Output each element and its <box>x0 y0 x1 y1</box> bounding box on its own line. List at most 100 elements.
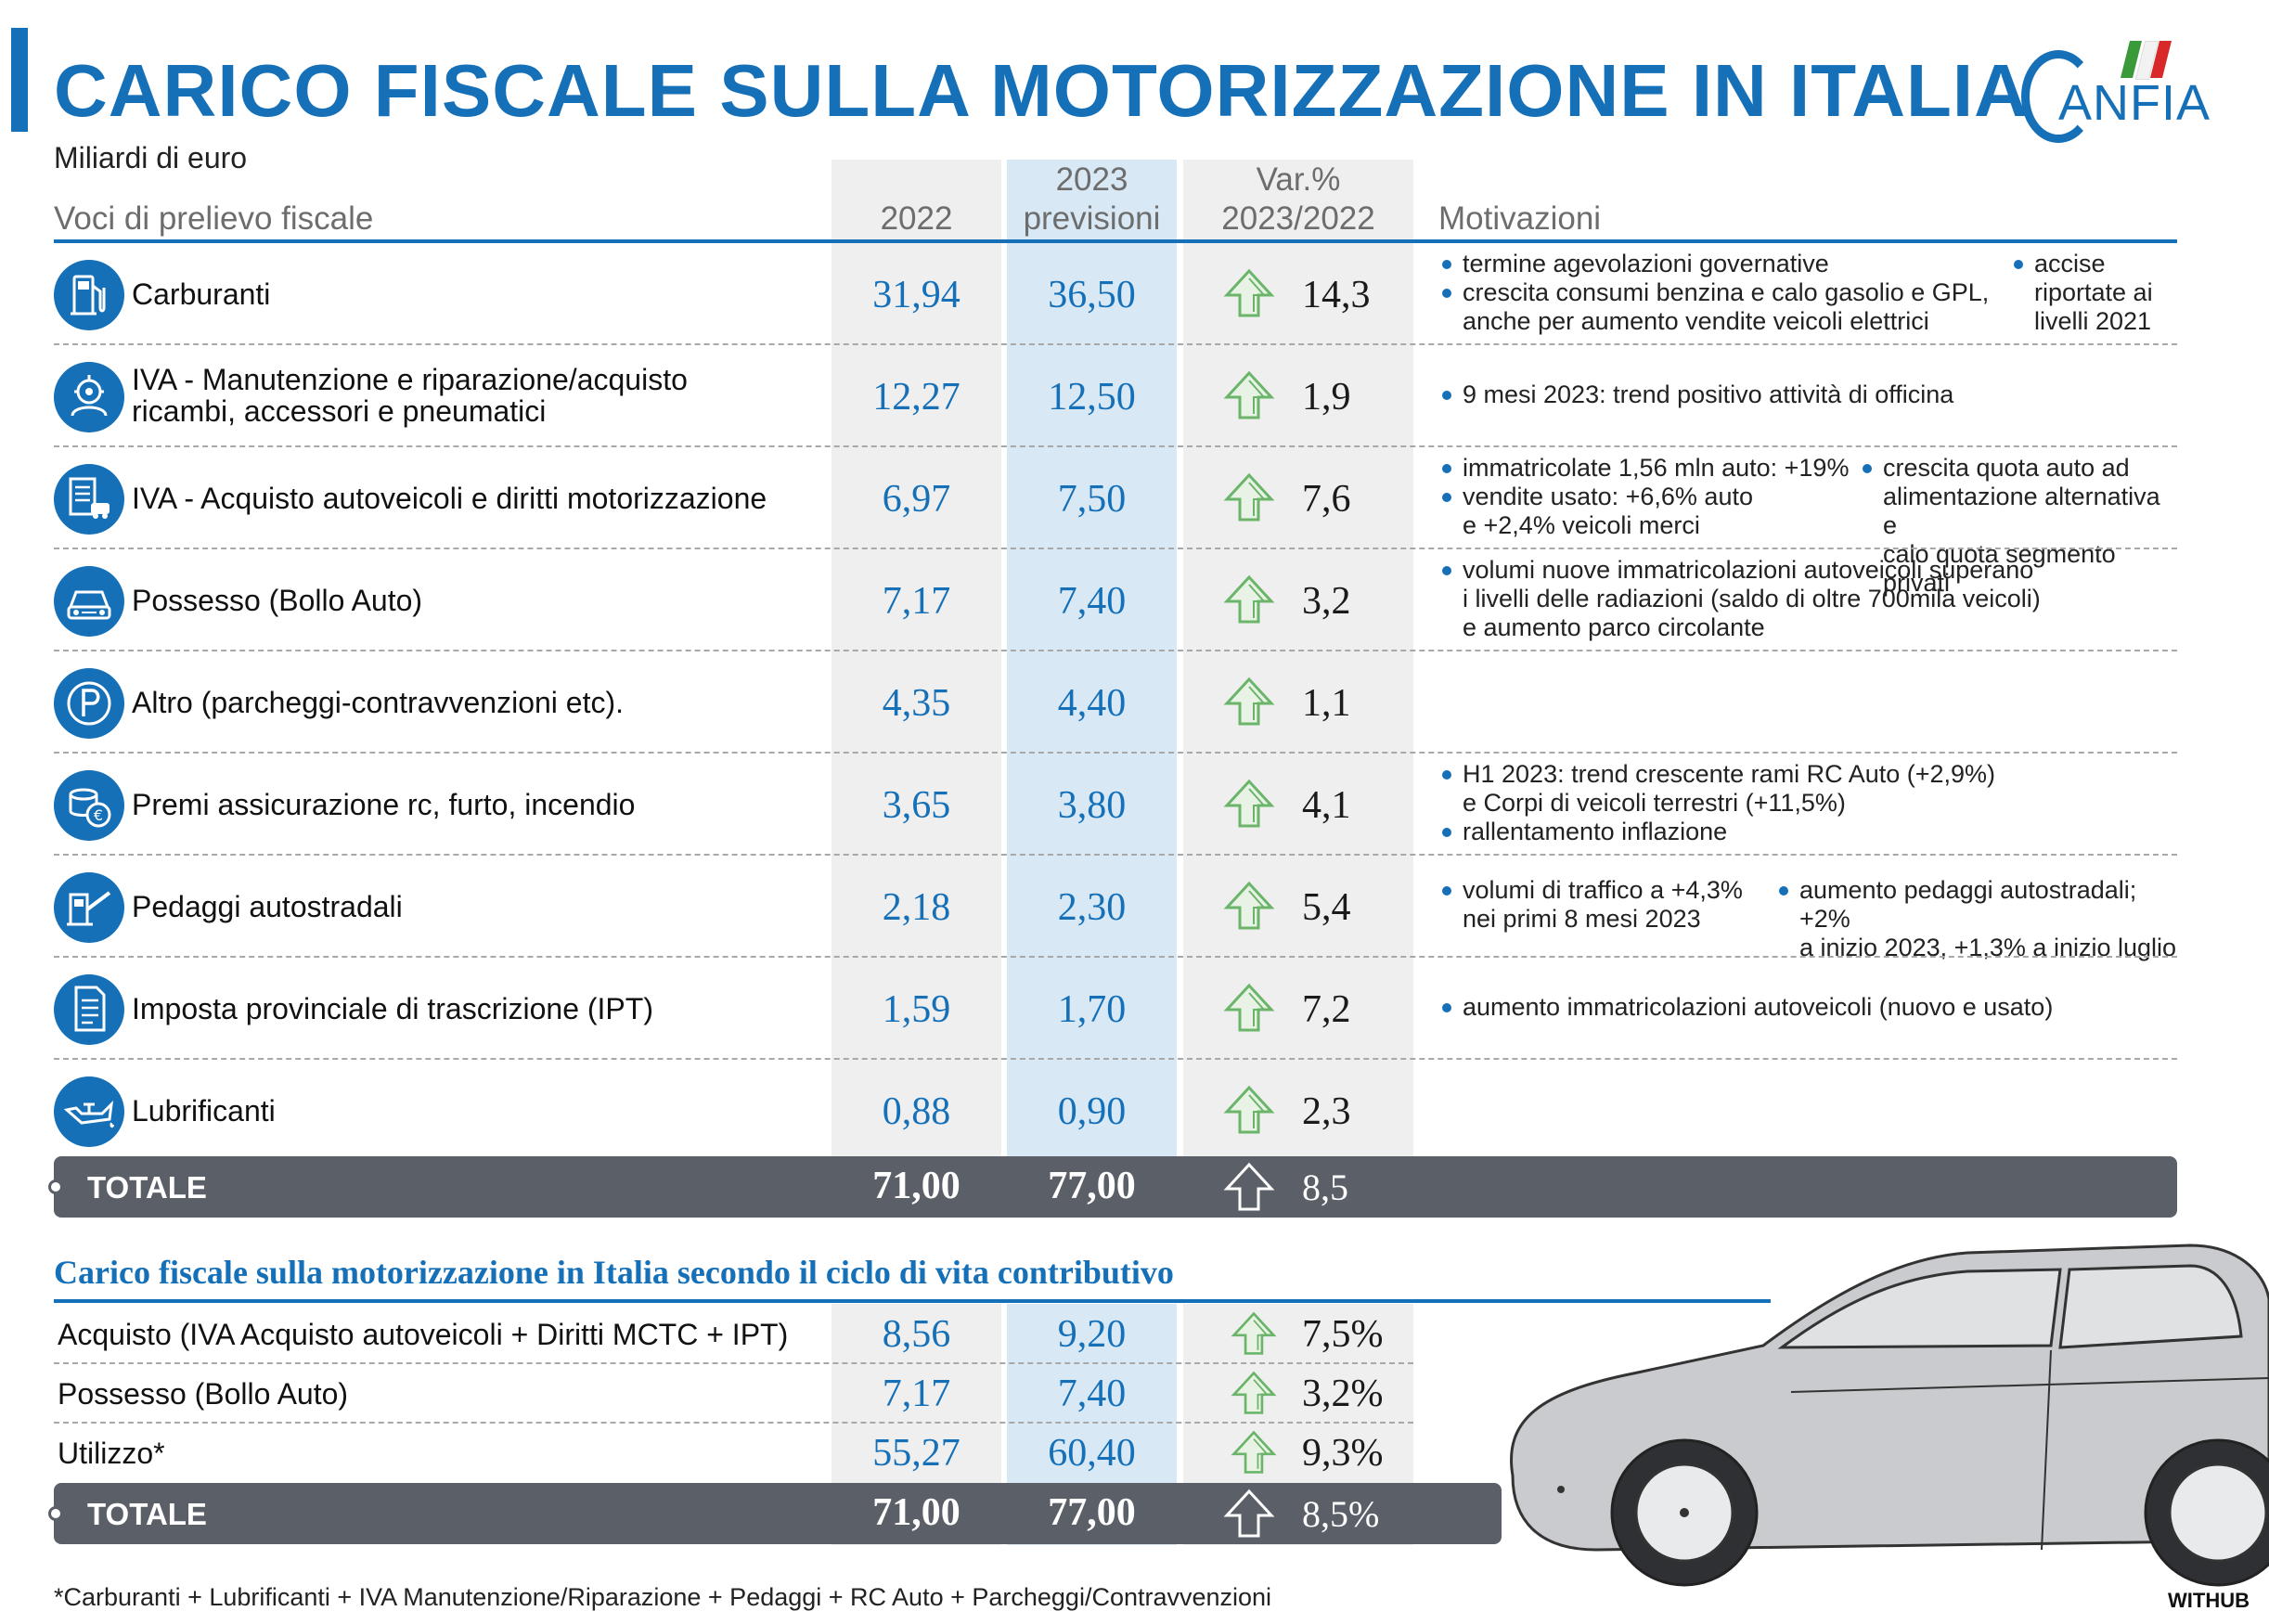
row-label-line: IVA - Manutenzione e riparazione/acquist… <box>132 363 688 396</box>
row-label-line: Premi assicurazione rc, furto, incendio <box>132 788 636 821</box>
car-front-icon <box>54 566 124 637</box>
lifecycle-label: Possesso (Bollo Auto) <box>58 1377 349 1411</box>
lifecycle-var: 9,3% <box>1302 1432 1384 1475</box>
motivation-block: aumento pedaggi autostradali; +2% a inizi… <box>1775 876 2177 962</box>
motivation-line: volumi di traffico a +4,3% <box>1438 876 1743 905</box>
value-2022: 2,18 <box>882 886 951 929</box>
toll-booth-icon <box>54 872 124 943</box>
row-label-line: Carburanti <box>132 277 271 311</box>
motivation-block: H1 2023: trend crescente rami RC Auto (+… <box>1438 760 1995 846</box>
section2-divider <box>54 1299 1771 1303</box>
up-arrow-icon <box>1223 880 1275 936</box>
total-bar: TOTALE 71,00 77,00 8,5 <box>48 1156 2177 1218</box>
section2-total-dot <box>48 1506 63 1521</box>
up-arrow-icon <box>1231 1370 1277 1421</box>
title-accent-bar <box>11 28 28 132</box>
lifecycle-2023: 9,20 <box>1057 1313 1127 1356</box>
up-arrow-icon <box>1223 778 1275 834</box>
header-2023-line2: previsioni <box>1023 200 1161 237</box>
value-2022: 7,17 <box>882 580 951 623</box>
lifecycle-2022: 55,27 <box>872 1432 960 1475</box>
logo-arc-icon <box>2021 50 2095 143</box>
value-2022: 0,88 <box>882 1090 951 1133</box>
motivation-line: i livelli delle radiazioni (saldo di olt… <box>1463 584 2041 612</box>
total-dot <box>48 1179 63 1194</box>
value-2023: 3,80 <box>1057 784 1127 827</box>
row-separator <box>54 343 2177 345</box>
value-2023: 1,70 <box>1057 988 1127 1031</box>
parking-icon <box>54 668 124 739</box>
lifecycle-2023: 7,40 <box>1057 1373 1127 1415</box>
header-var-line1: Var.% <box>1256 161 1341 198</box>
up-arrow-icon <box>1223 982 1275 1038</box>
header-var-line2: 2023/2022 <box>1221 200 1375 237</box>
motivation-block: 9 mesi 2023: trend positivo attività di … <box>1438 380 1953 409</box>
table-row: Pedaggi autostradali 2,18 2,30 5,4 volumi di… <box>54 856 2177 961</box>
value-var: 5,4 <box>1302 886 1351 929</box>
table-row: € Premi assicurazione rc, furto, incendio… <box>54 754 2177 856</box>
row-separator <box>54 956 2177 958</box>
section2-total-up-arrow-icon <box>1223 1489 1275 1538</box>
lifecycle-row: Utilizzo* 55,27 60,40 9,3% <box>54 1424 1413 1483</box>
lifecycle-var: 7,5% <box>1302 1313 1384 1356</box>
lifecycle-row: Possesso (Bollo Auto) 7,17 7,40 3,2% <box>54 1364 1413 1424</box>
table-row: Imposta provinciale di trascrizione (IPT… <box>54 958 2177 1060</box>
credit-withub: WITHUB <box>2168 1589 2250 1612</box>
row-label-line: Imposta provinciale di trascrizione (IPT… <box>132 992 653 1025</box>
value-2023: 2,30 <box>1057 886 1127 929</box>
row-label: Possesso (Bollo Auto) <box>132 585 422 616</box>
row-label-line: Possesso (Bollo Auto) <box>132 584 423 617</box>
value-2023: 12,50 <box>1048 376 1136 419</box>
section2-total-2022: 71,00 <box>872 1491 960 1534</box>
motivation-block: volumi nuove immatricolazioni autoveicol… <box>1438 556 2041 642</box>
header-2023-line1: 2023 <box>1055 161 1128 198</box>
value-var: 4,1 <box>1302 784 1351 827</box>
row-separator <box>54 445 2177 447</box>
table-row: Lubrificanti 0,88 0,90 2,3 <box>54 1060 2177 1162</box>
total-2023: 77,00 <box>1048 1165 1136 1207</box>
value-var: 2,3 <box>1302 1090 1351 1133</box>
page-subtitle: Miliardi di euro <box>54 141 248 174</box>
motivation-line: livelli 2021 <box>2034 306 2152 335</box>
value-2023: 4,40 <box>1057 682 1127 725</box>
motivation-line: rallentamento inflazione <box>1438 818 1995 846</box>
row-separator <box>54 1362 1413 1364</box>
motivation-line: aumento immatricolazioni autoveicoli (nu… <box>1438 993 2053 1022</box>
motivation-line: accise <box>2010 250 2153 278</box>
lifecycle-var: 3,2% <box>1302 1373 1384 1415</box>
row-label: IVA - Acquisto autoveicoli e diritti mot… <box>132 483 767 514</box>
motivation-line: volumi nuove immatricolazioni autoveicol… <box>1438 556 2041 585</box>
oil-can-icon <box>54 1076 124 1147</box>
row-label-line: Altro (parcheggi-contravvenzioni etc). <box>132 686 625 719</box>
row-label-line: IVA - Acquisto autoveicoli e diritti mot… <box>132 482 767 515</box>
motivation-block: immatricolate 1,56 mln auto: +19% vendite… <box>1438 454 1849 540</box>
value-2023: 7,40 <box>1057 580 1127 623</box>
total-up-arrow-icon <box>1223 1162 1275 1211</box>
up-arrow-icon <box>1223 267 1275 324</box>
row-separator <box>54 752 2177 754</box>
motivation-line: nei primi 8 mesi 2023 <box>1463 905 1701 933</box>
column-var-background <box>1183 160 1413 1199</box>
mechanic-gear-icon <box>54 362 124 432</box>
motivation-line: crescita consumi benzina e calo gasolio … <box>1438 278 1989 307</box>
row-label: Premi assicurazione rc, furto, incendio <box>132 789 635 820</box>
row-separator <box>54 548 2177 549</box>
motivation-block: crescita quota auto ad alimentazione alte… <box>1859 454 2177 598</box>
row-separator <box>54 1058 2177 1060</box>
value-2022: 3,65 <box>882 784 951 827</box>
value-2022: 31,94 <box>872 274 960 316</box>
coins-euro-icon: € <box>54 770 124 841</box>
lifecycle-2023: 60,40 <box>1048 1432 1136 1475</box>
row-label: Altro (parcheggi-contravvenzioni etc). <box>132 687 624 718</box>
row-label-line: Lubrificanti <box>132 1094 276 1128</box>
up-arrow-icon <box>1231 1429 1277 1480</box>
value-var: 3,2 <box>1302 580 1351 623</box>
row-label: Carburanti <box>132 278 270 310</box>
motivation-line: calo quota segmento privati <box>1883 539 2116 597</box>
header-divider <box>54 239 2177 243</box>
logo-text: ANFIA <box>2058 75 2211 131</box>
motivation-block: termine agevolazioni governative crescita… <box>1438 250 1989 336</box>
row-label-line: ricambi, accessori e pneumatici <box>132 394 547 428</box>
lifecycle-label: Acquisto (IVA Acquisto autoveicoli + Dir… <box>58 1318 789 1351</box>
up-arrow-icon <box>1223 471 1275 528</box>
